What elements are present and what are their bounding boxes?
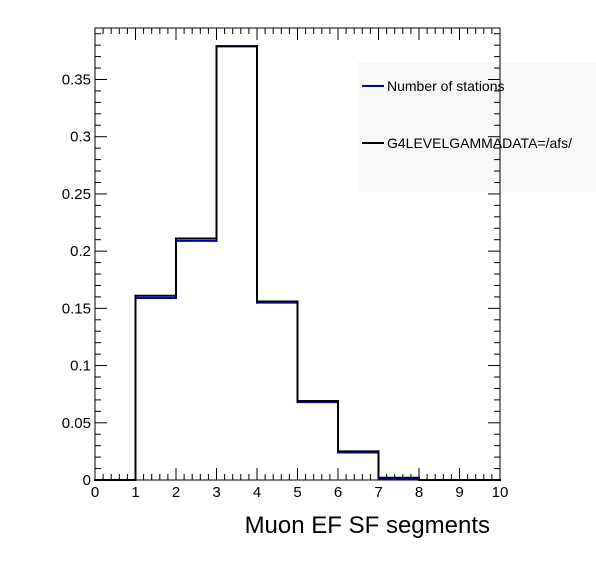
x-tick-label: 0 bbox=[91, 484, 99, 501]
y-tick-label: 0.2 bbox=[70, 243, 91, 260]
legend-label: G4LEVELGAMMADATA=/afs/ bbox=[387, 135, 572, 151]
x-tick-label: 7 bbox=[374, 484, 382, 501]
y-tick-label: 0.35 bbox=[62, 71, 91, 88]
x-tick-label: 6 bbox=[334, 484, 342, 501]
x-tick-label: 4 bbox=[253, 484, 261, 501]
y-tick-label: 0.25 bbox=[62, 186, 91, 203]
y-tick-label: 0.05 bbox=[62, 415, 91, 432]
x-tick-label: 9 bbox=[455, 484, 463, 501]
legend-label: Number of stations bbox=[387, 78, 505, 94]
x-tick-label: 2 bbox=[172, 484, 180, 501]
series-2 bbox=[94, 45, 501, 481]
x-tick-label: 1 bbox=[131, 484, 139, 501]
x-tick-label: 5 bbox=[293, 484, 301, 501]
y-tick-label: 0.3 bbox=[70, 129, 91, 146]
y-tick-label: 0 bbox=[83, 472, 91, 489]
x-tick-label: 10 bbox=[492, 484, 509, 501]
y-tick-label: 0.1 bbox=[70, 358, 91, 375]
legend-box bbox=[358, 62, 596, 192]
y-tick-label: 0.15 bbox=[62, 300, 91, 317]
x-axis-title: Muon EF SF segments bbox=[245, 512, 490, 539]
x-tick-label: 8 bbox=[415, 484, 423, 501]
x-tick-label: 3 bbox=[212, 484, 220, 501]
